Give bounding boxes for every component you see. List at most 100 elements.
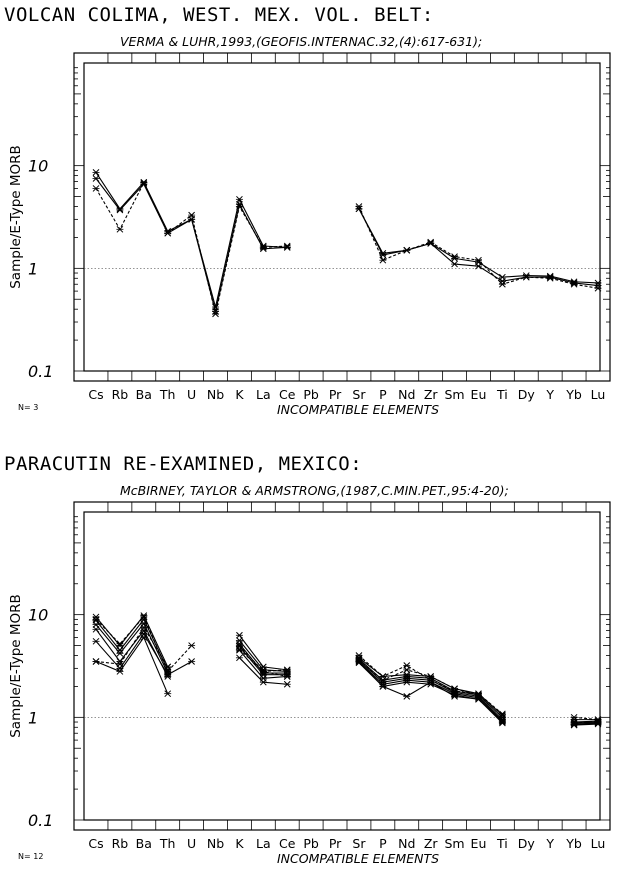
- data-point: [188, 642, 196, 649]
- series-line: [574, 723, 599, 726]
- plot-frame: [83, 62, 601, 372]
- data-point: [451, 253, 459, 260]
- x-tick-label: Th: [159, 387, 176, 402]
- series-line: [574, 716, 599, 721]
- data-point: [116, 225, 124, 233]
- x-tick-label: Eu: [471, 836, 487, 851]
- data-point: [92, 185, 100, 192]
- x-axis-label: INCOMPATIBLE ELEMENTS: [277, 851, 439, 866]
- series-line: [358, 206, 599, 289]
- data-point: [140, 634, 148, 641]
- y-tick-label: 10: [28, 157, 48, 176]
- x-tick-label: Eu: [471, 387, 487, 402]
- x-tick-label: Sr: [352, 836, 366, 851]
- chart-title: VOLCAN COLIMA, WEST. MEX. VOL. BELT:: [4, 4, 434, 26]
- data-point: [92, 175, 100, 182]
- outer-frame: [73, 501, 611, 831]
- data-point: [212, 310, 220, 318]
- data-point: [403, 246, 411, 254]
- data-point: [116, 660, 124, 668]
- x-tick-label: K: [235, 387, 244, 402]
- x-tick-label: Pb: [303, 836, 319, 851]
- data-point: [235, 645, 243, 653]
- x-tick-label: Ba: [136, 387, 152, 402]
- x-tick-label: Sr: [352, 387, 366, 402]
- y-tick-label: 0.1: [28, 362, 53, 381]
- series-line: [358, 659, 503, 721]
- x-tick-label: Pr: [329, 836, 342, 851]
- data-point: [283, 666, 291, 674]
- data-point: [259, 244, 267, 251]
- chart-panel-colima: VOLCAN COLIMA, WEST. MEX. VOL. BELT: VER…: [0, 0, 620, 435]
- data-point: [164, 229, 172, 237]
- data-point: [594, 284, 602, 292]
- series-line: [95, 626, 169, 668]
- data-point: [188, 658, 196, 665]
- x-tick-label: Pr: [329, 387, 342, 402]
- data-point: [140, 179, 148, 187]
- y-tick-label: 0.1: [28, 811, 53, 830]
- x-tick-label: Nb: [207, 836, 224, 851]
- series-line: [95, 181, 288, 315]
- x-tick-label: Yb: [565, 836, 582, 851]
- x-tick-label: Dy: [518, 387, 536, 402]
- data-point: [283, 244, 291, 251]
- data-point: [116, 668, 124, 675]
- data-point: [594, 718, 602, 726]
- x-tick-label: Rb: [112, 387, 129, 402]
- data-point: [283, 680, 291, 688]
- x-tick-label: P: [379, 387, 387, 402]
- x-tick-label: Ba: [136, 836, 152, 851]
- data-point: [498, 280, 506, 288]
- spider-diagram: 10 1 0.1 Sample/E-Type MORB Cs Rb Ba Th U Nb K La Ce…: [8, 501, 611, 866]
- data-point: [283, 242, 291, 250]
- data-point: [116, 206, 124, 214]
- x-tick-label: Nb: [207, 387, 224, 402]
- x-tick-label: Ce: [279, 836, 296, 851]
- data-point: [116, 640, 124, 648]
- data-point: [92, 169, 100, 176]
- data-point: [498, 273, 506, 281]
- y-axis-label: Sample/E-Type MORB: [8, 594, 24, 738]
- sample-count: N= 3: [18, 403, 39, 412]
- data-point: [235, 631, 243, 639]
- data-point: [92, 616, 100, 623]
- x-tick-label: Cs: [88, 387, 103, 402]
- data-point: [92, 637, 100, 645]
- data-point: [355, 203, 363, 210]
- plot-frame: [83, 511, 601, 821]
- data-point: [379, 683, 387, 690]
- data-point: [259, 668, 267, 675]
- series-line: [95, 622, 169, 674]
- x-tick-label: Ce: [279, 387, 296, 402]
- data-point: [164, 663, 172, 671]
- x-tick-label: Sm: [445, 836, 465, 851]
- data-point: [188, 211, 196, 219]
- chart-title: PARACUTIN RE-EXAMINED, MEXICO:: [4, 453, 363, 475]
- x-tick-label: Ti: [496, 387, 508, 402]
- x-tick-label: Nd: [398, 387, 415, 402]
- data-point: [498, 719, 506, 727]
- x-tick-label: Zr: [424, 836, 439, 851]
- series-line: [95, 636, 169, 694]
- chart-subtitle: McBIRNEY, TAYLOR & ARMSTRONG,(1987,C.MIN…: [120, 483, 509, 498]
- data-point: [379, 251, 387, 259]
- x-tick-label: P: [379, 836, 387, 851]
- data-point: [594, 279, 602, 287]
- data-point: [451, 693, 459, 700]
- data-point: [116, 649, 124, 657]
- series-line: [95, 614, 169, 668]
- data-point: [451, 685, 459, 693]
- data-point: [451, 260, 459, 268]
- data-point: [235, 203, 243, 210]
- data-point: [379, 673, 387, 680]
- x-tick-label: Pb: [303, 387, 319, 402]
- chart-panel-paracutin: PARACUTIN RE-EXAMINED, MEXICO: McBIRNEY,…: [0, 449, 620, 884]
- data-point: [546, 274, 554, 282]
- y-axis-label: Sample/E-Type MORB: [8, 145, 24, 289]
- series-line: [358, 208, 599, 284]
- chart-subtitle: VERMA & LUHR,1993,(GEOFIS.INTERNAC.32,(4…: [120, 34, 483, 49]
- data-point: [92, 658, 100, 665]
- data-point: [427, 673, 435, 680]
- x-tick-label: Th: [159, 836, 176, 851]
